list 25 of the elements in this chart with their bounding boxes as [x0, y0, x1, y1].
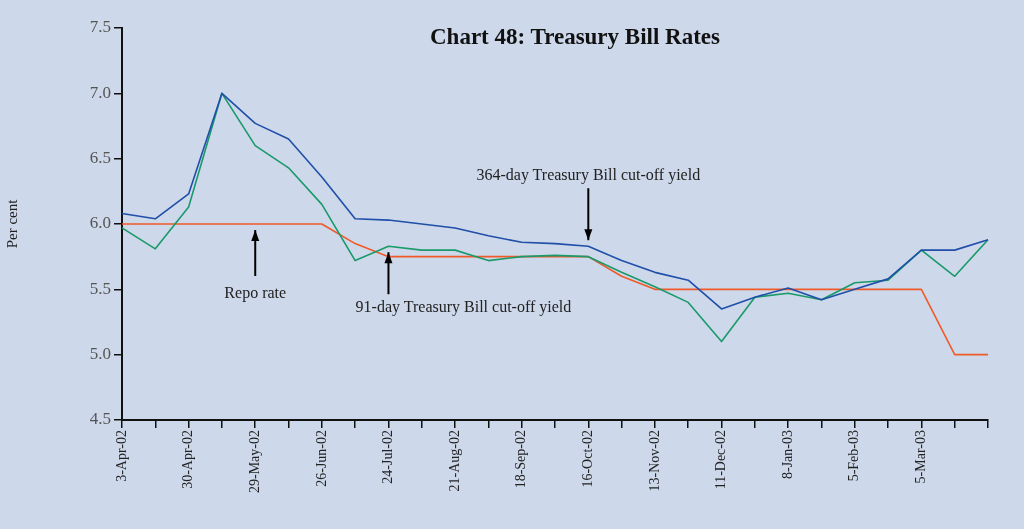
x-tick-label: 29-May-02: [246, 430, 262, 493]
x-tick-label: 16-Oct-02: [579, 430, 595, 488]
x-tick-label: 5-Mar-03: [913, 430, 929, 484]
annotation: 91-day Treasury Bill cut-off yield: [355, 298, 572, 317]
x-tick-label: 3-Apr-02: [113, 430, 129, 482]
y-tick-label: 4.5: [89, 409, 111, 429]
x-tick-label: 24-Jul-02: [380, 430, 396, 484]
x-tick-label: 21-Aug-02: [446, 430, 462, 492]
chart-title: Chart 48: Treasury Bill Rates: [429, 23, 721, 49]
x-tick-label: 30-Apr-02: [180, 430, 196, 489]
y-axis-title: Per cent: [3, 198, 20, 249]
x-tick-label: 8-Jan-03: [779, 430, 795, 479]
y-tick-label: 7.5: [89, 17, 111, 37]
annotation: 364-day Treasury Bill cut-off yield: [476, 166, 701, 185]
y-tick-label: 6.5: [89, 148, 111, 168]
x-tick-label: 26-Jun-02: [313, 430, 329, 487]
y-tick-label: 7.0: [89, 82, 111, 102]
annotation: Repo rate: [224, 284, 287, 303]
x-tick-label: 5-Feb-03: [846, 430, 862, 482]
y-tick-label: 5.0: [89, 344, 111, 364]
y-tick-label: 6.0: [89, 213, 111, 233]
y-tick-label: 5.5: [89, 278, 111, 298]
x-tick-label: 11-Dec-02: [713, 430, 729, 490]
x-tick-label: 13-Nov-02: [646, 430, 662, 492]
x-tick-label: 18-Sep-02: [513, 430, 529, 489]
